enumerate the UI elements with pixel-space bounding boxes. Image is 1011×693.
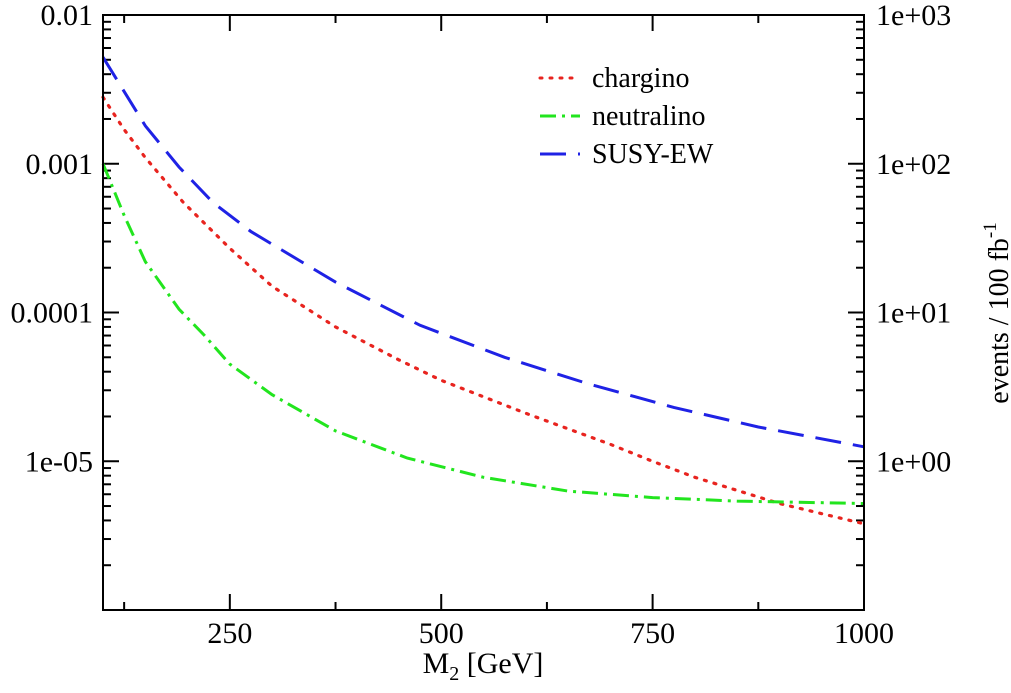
y2-tick-label: 1e+03 [876, 0, 951, 32]
legend: chargino neutralino SUSY-EW [538, 63, 714, 170]
x-tick-label: 250 [207, 617, 252, 650]
y-tick-label: 0.01 [41, 0, 94, 32]
series-line-chargino [101, 95, 866, 526]
series-line-susy-ew [101, 56, 865, 449]
y-tick-label: 0.001 [26, 148, 94, 181]
series-line-neutralino [101, 163, 865, 505]
x-tick-label: 750 [630, 617, 675, 650]
y2-tick-label: 1e+00 [876, 445, 951, 478]
tick-label-layer: 250 500 750 1000 0.01 1e+03 0.001 1e+02 0.0001 1e… [11, 0, 952, 650]
legend-label-susy-ew: SUSY-EW [592, 139, 714, 170]
legend-label-neutralino: neutralino [592, 101, 706, 132]
plot-frame [102, 14, 865, 611]
y-tick-label: 1e-05 [25, 445, 93, 478]
legend-label-chargino: chargino [592, 63, 689, 94]
tick-layer [103, 14, 865, 610]
x-tick-label: 1000 [834, 617, 894, 650]
y-tick-label: 0.0001 [11, 297, 94, 330]
x-axis-label: M2 [GeV] [423, 647, 544, 685]
y2-tick-label: 1e+02 [876, 148, 951, 181]
x-tick-label: 500 [419, 617, 464, 650]
series-layer [101, 56, 866, 526]
y2-tick-label: 1e+01 [876, 297, 951, 330]
right-axis-label: events / 100 fb-1 [980, 222, 1011, 403]
